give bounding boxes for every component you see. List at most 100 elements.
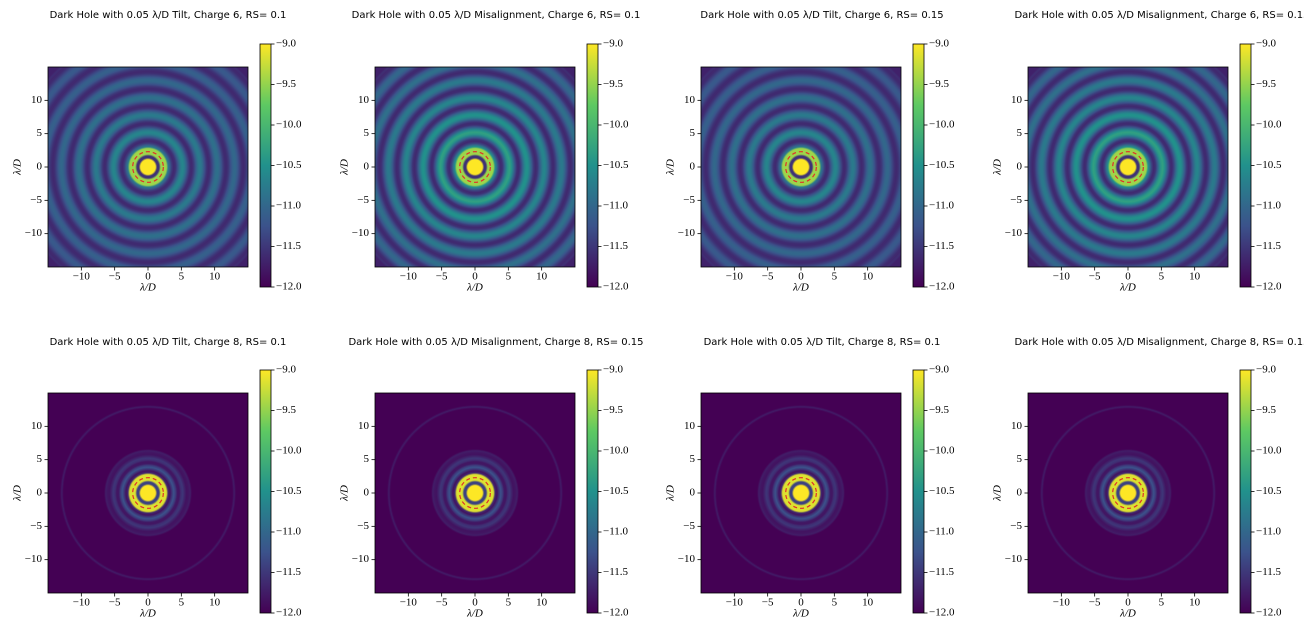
heatmap-rings	[701, 67, 901, 267]
colorbar-tick-label: −11.0	[1256, 526, 1282, 538]
x-tick-label: 5	[179, 597, 185, 609]
heatmap-image	[1028, 393, 1228, 593]
x-axis-label: λ/D	[792, 282, 809, 294]
x-tick-label: −5	[762, 597, 774, 609]
colorbar-tick-label: −12.0	[1256, 607, 1282, 619]
y-tick-label: −5	[357, 194, 369, 206]
colorbar-tick-label: −10.5	[1256, 159, 1282, 171]
y-tick-label: 10	[358, 94, 370, 106]
colorbar-tick-label: −12.0	[929, 607, 955, 619]
colorbar-tick-label: −11.5	[929, 240, 955, 252]
x-tick-label: 10	[209, 597, 221, 609]
colorbar-tick-label: −10.0	[1256, 119, 1282, 131]
y-tick-label: 10	[684, 94, 696, 106]
x-tick-label: 10	[536, 597, 548, 609]
x-tick-label: 10	[1189, 271, 1201, 283]
y-tick-label: −5	[30, 194, 42, 206]
dark-hole-boundary	[785, 151, 817, 183]
x-tick-label: 10	[1189, 597, 1201, 609]
colorbar-tick-label: −12.0	[1256, 281, 1282, 293]
y-tick-label: 5	[690, 127, 696, 139]
y-tick-label: 0	[1017, 161, 1023, 173]
colorbar	[259, 43, 272, 288]
colorbar-tick-label: −11.5	[276, 240, 302, 252]
y-tick-label: 5	[37, 127, 43, 139]
colorbar-tick-label: −12.0	[603, 607, 629, 619]
x-tick-label: 5	[832, 597, 838, 609]
colorbar-tick-label: −9.5	[929, 404, 949, 416]
y-tick-label: 5	[364, 453, 370, 465]
chart-title: Dark Hole with 0.05 λ/D Misalignment, Ch…	[1014, 337, 1304, 348]
y-tick-label: 0	[690, 161, 696, 173]
x-tick-label: −10	[400, 597, 418, 609]
dark-hole-boundary	[132, 151, 164, 183]
x-tick-label: −5	[1089, 271, 1101, 283]
y-tick-label: −5	[683, 520, 695, 532]
colorbar-tick-label: −9.0	[1256, 38, 1276, 50]
colorbar-tick-label: −11.5	[276, 566, 302, 578]
y-axis-label: λ/D	[12, 485, 24, 502]
colorbar-tick-label: −9.0	[929, 364, 949, 376]
x-tick-label: 10	[536, 271, 548, 283]
x-tick-label: −10	[726, 597, 744, 609]
x-axis-label: λ/D	[792, 608, 809, 619]
x-axis-label: λ/D	[1119, 608, 1136, 619]
colorbar-tick-label: −10.5	[276, 159, 302, 171]
x-tick-label: 10	[862, 597, 874, 609]
colorbar-tick-label: −12.0	[276, 281, 302, 293]
colorbar-tick-label: −9.5	[276, 404, 296, 416]
y-tick-label: −10	[1005, 227, 1023, 239]
colorbar-tick-label: −9.0	[929, 38, 949, 50]
y-axis-label: λ/D	[339, 485, 351, 502]
colorbar-tick-label: −10.5	[603, 159, 629, 171]
colorbar-tick-label: −11.5	[1256, 566, 1282, 578]
x-tick-label: −5	[436, 597, 448, 609]
x-tick-label: −10	[1053, 271, 1071, 283]
y-tick-label: 10	[31, 94, 43, 106]
heatmap-rings	[48, 393, 248, 593]
chart-title: Dark Hole with 0.05 λ/D Misalignment, Ch…	[1014, 10, 1304, 21]
x-tick-label: −10	[400, 271, 418, 283]
colorbar-tick-label: −9.5	[1256, 78, 1276, 90]
heatmap-image	[701, 393, 901, 593]
x-tick-label: 5	[1159, 271, 1165, 283]
colorbar-tick-label: −10.5	[929, 159, 955, 171]
colorbar-tick-label: −11.0	[603, 526, 629, 538]
heatmap-image	[48, 393, 248, 593]
y-axis-label: λ/D	[665, 159, 677, 176]
x-tick-label: −10	[726, 271, 744, 283]
colorbar-tick-label: −10.0	[603, 445, 629, 457]
x-axis-label: λ/D	[139, 608, 156, 619]
x-tick-label: 0	[1125, 271, 1131, 283]
dark-hole-boundary	[1112, 151, 1144, 183]
x-tick-label: 0	[472, 271, 478, 283]
colorbar-tick-label: −9.0	[603, 38, 623, 50]
heatmap-rings	[1028, 393, 1228, 593]
colorbar-tick-label: −9.5	[929, 78, 949, 90]
y-tick-label: −10	[1005, 553, 1023, 565]
colorbar-tick-label: −11.0	[276, 526, 302, 538]
x-tick-label: 0	[1125, 597, 1131, 609]
colorbar-tick-label: −11.0	[929, 200, 955, 212]
x-tick-label: 0	[145, 597, 151, 609]
x-tick-label: −5	[762, 271, 774, 283]
chart-title: Dark Hole with 0.05 λ/D Tilt, Charge 8, …	[704, 337, 941, 348]
x-tick-label: 0	[798, 597, 804, 609]
x-tick-label: 5	[179, 271, 185, 283]
y-axis-label: λ/D	[339, 159, 351, 176]
colorbar	[912, 43, 925, 288]
y-tick-label: 5	[364, 127, 370, 139]
colorbar-tick-label: −10.0	[929, 119, 955, 131]
dark-hole-boundary	[132, 477, 164, 509]
x-tick-label: 5	[506, 597, 512, 609]
y-axis-label: λ/D	[12, 159, 24, 176]
y-tick-label: 5	[1017, 453, 1023, 465]
y-tick-label: −5	[357, 520, 369, 532]
x-tick-label: 0	[472, 597, 478, 609]
chart-title: Dark Hole with 0.05 λ/D Tilt, Charge 6, …	[50, 10, 287, 21]
x-tick-label: −5	[1089, 597, 1101, 609]
x-tick-label: 0	[145, 271, 151, 283]
colorbar-tick-label: −10.0	[276, 119, 302, 131]
y-tick-label: 5	[690, 453, 696, 465]
